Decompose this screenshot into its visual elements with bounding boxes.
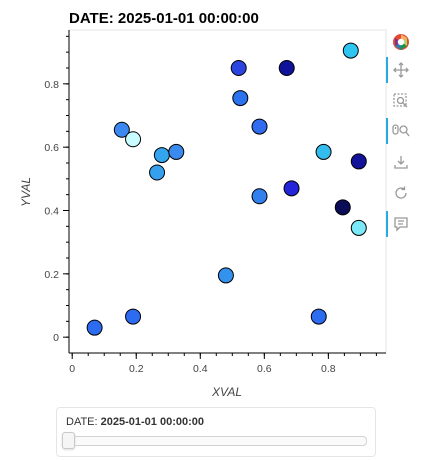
x-tick-label-4: 0.8 — [321, 363, 336, 375]
slider-title: DATE: 2025-01-01 00:00:00 — [66, 416, 204, 428]
box-zoom-tool[interactable] — [386, 87, 416, 115]
slider-label: DATE: — [66, 416, 98, 428]
save-icon — [394, 156, 408, 169]
scatter-point-2 — [342, 42, 359, 59]
scatter-point-7 — [153, 147, 170, 164]
x-tick-label-0: 0 — [69, 363, 75, 375]
bokeh-logo-icon — [393, 34, 409, 50]
scatter-point-17 — [86, 319, 103, 336]
y-tick-label-1: 0.2 — [44, 269, 59, 281]
scatter-chart: DATE: 2025-01-01 00:00:00 0 0.2 0.4 0.6 0.80… — [19, 10, 387, 399]
x-tick-label-1: 0.2 — [129, 363, 144, 375]
scatter-point-9 — [315, 143, 332, 160]
chart-title: DATE: 2025-01-01 00:00:00 — [69, 10, 259, 27]
scatter-point-18 — [125, 308, 142, 325]
slider-value: 2025-01-01 00:00:00 — [100, 416, 204, 428]
scatter-point-5 — [251, 118, 268, 135]
y-tick-label-3: 0.6 — [44, 142, 59, 154]
scatter-point-1 — [278, 60, 295, 76]
x-tick-label-3: 0.6 — [257, 363, 272, 375]
slider-track[interactable] — [65, 436, 367, 446]
scatter-point-3 — [232, 90, 249, 107]
axes: 0 0.2 0.4 0.6 0.8 0 0.2 0.4 0.6 0.8 — [44, 30, 386, 375]
scatter-point-0 — [230, 60, 247, 76]
scatter-point-8 — [168, 143, 185, 160]
bokeh-logo[interactable] — [386, 28, 416, 56]
scatter-point-10 — [350, 153, 367, 170]
box-zoom-icon — [393, 93, 408, 108]
y-tick-label-2: 0.4 — [44, 206, 59, 218]
data-points — [86, 42, 367, 336]
date-slider-panel: DATE: 2025-01-01 00:00:00 — [56, 407, 376, 457]
pan-icon — [393, 62, 409, 78]
scatter-point-19 — [310, 308, 327, 325]
scatter-point-4 — [113, 121, 130, 138]
reset-icon — [395, 186, 407, 199]
scatter-point-12 — [283, 180, 300, 197]
plot-frame — [68, 29, 387, 354]
hover-icon — [394, 217, 408, 232]
scatter-point-14 — [334, 199, 351, 216]
y-tick-label-4: 0.8 — [44, 79, 59, 91]
scatter-point-6 — [125, 131, 142, 148]
y-tick-label-0: 0 — [53, 332, 59, 344]
pan-tool[interactable] — [386, 56, 416, 84]
scatter-point-16 — [217, 267, 234, 284]
x-tick-label-2: 0.4 — [193, 363, 208, 375]
wheel-zoom-icon — [392, 124, 410, 137]
save-tool[interactable] — [386, 148, 416, 176]
hover-tool[interactable] — [386, 210, 416, 238]
slider-handle[interactable] — [62, 432, 75, 449]
reset-tool[interactable] — [386, 179, 416, 207]
scatter-point-13 — [251, 188, 268, 205]
scatter-point-15 — [350, 219, 367, 236]
wheel-zoom-tool[interactable] — [386, 117, 416, 145]
y-axis-label: YVAL — [19, 177, 33, 207]
scatter-point-11 — [149, 164, 166, 181]
x-axis-label: XVAL — [211, 385, 242, 399]
